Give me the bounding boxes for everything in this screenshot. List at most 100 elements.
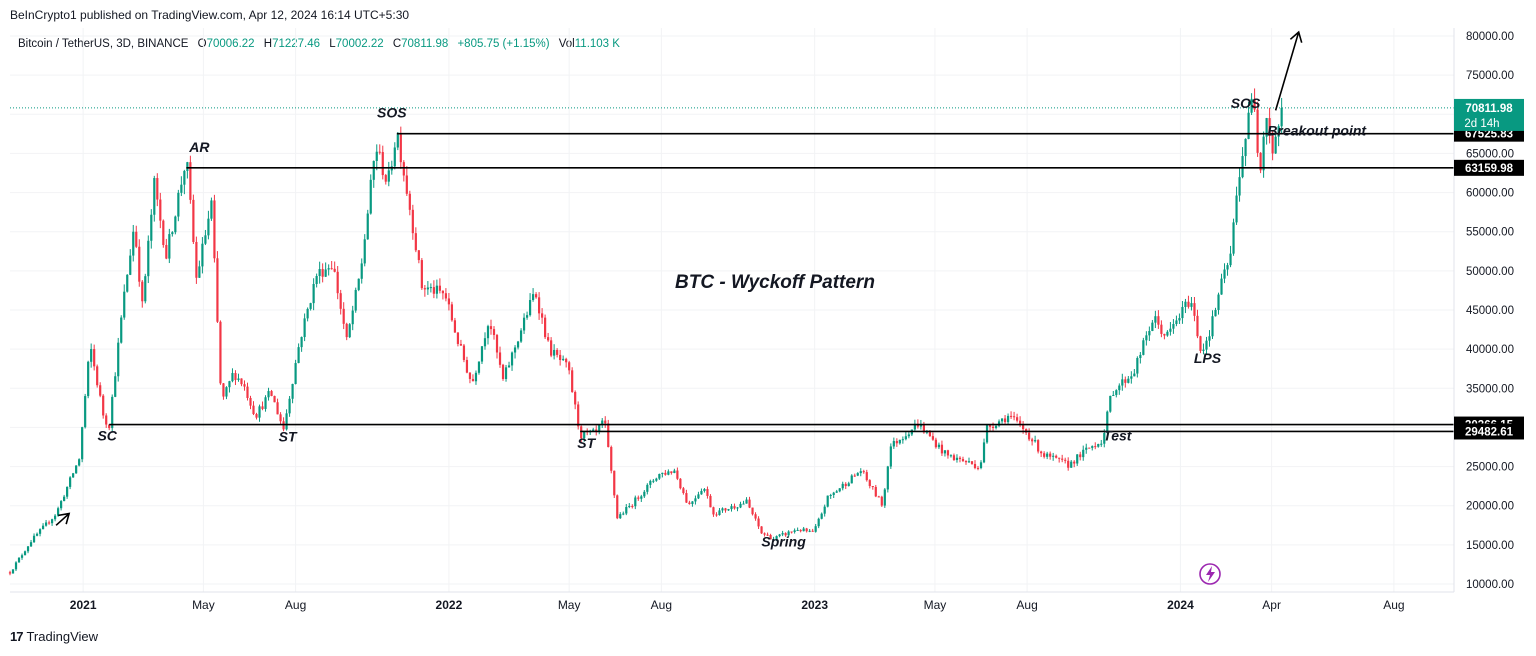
candle-325 bbox=[985, 423, 989, 444]
candle-5 bbox=[23, 550, 27, 556]
candle-115 bbox=[354, 287, 357, 313]
candle-407 bbox=[1232, 218, 1235, 256]
candle-135 bbox=[414, 227, 417, 253]
candle-230 bbox=[700, 488, 703, 495]
candle-419 bbox=[1268, 107, 1271, 144]
candle-186 bbox=[568, 360, 571, 375]
candle-416 bbox=[1259, 152, 1262, 174]
candle-37 bbox=[120, 315, 123, 344]
candle-110 bbox=[339, 289, 342, 315]
candle-2 bbox=[14, 561, 18, 572]
candle-375 bbox=[1136, 356, 1139, 378]
price-tick-6: 50000.00 bbox=[1466, 266, 1514, 278]
candle-257 bbox=[781, 530, 784, 537]
candle-248 bbox=[754, 512, 757, 521]
candle-255 bbox=[775, 535, 778, 541]
tv-brand: TradingView bbox=[26, 629, 99, 644]
symbol-name[interactable]: Bitcoin / TetherUS, 3D, BINANCE bbox=[18, 38, 189, 50]
annotation-sc-0[interactable]: SC bbox=[97, 428, 117, 444]
candle-276 bbox=[838, 488, 841, 493]
candle-100 bbox=[309, 302, 312, 311]
candle-227 bbox=[691, 501, 694, 507]
candle-131 bbox=[402, 160, 405, 182]
candle-241 bbox=[733, 503, 736, 510]
candle-359 bbox=[1088, 447, 1091, 449]
annotations: SC AR ST SOS ST Spring Test LPS SOS Breakout poin… bbox=[97, 95, 1367, 549]
candle-300 bbox=[910, 429, 913, 437]
arrow-1[interactable] bbox=[1274, 30, 1303, 111]
candle-362 bbox=[1097, 443, 1100, 448]
candle-324 bbox=[982, 438, 986, 464]
candle-278 bbox=[844, 482, 847, 490]
annotation-st-2[interactable]: ST bbox=[279, 429, 298, 445]
candle-240 bbox=[730, 503, 733, 512]
candle-277 bbox=[841, 481, 844, 491]
annotation-st-4[interactable]: ST bbox=[577, 435, 596, 451]
candle-112 bbox=[345, 322, 348, 341]
candle-404 bbox=[1223, 263, 1226, 284]
lightning-icon[interactable] bbox=[1199, 563, 1221, 585]
candle-157 bbox=[480, 345, 484, 364]
candle-155 bbox=[474, 370, 478, 385]
candle-169 bbox=[516, 340, 520, 350]
time-tick-3: 2022 bbox=[436, 598, 463, 612]
candle-105 bbox=[324, 262, 327, 278]
candle-89 bbox=[276, 398, 279, 415]
price-tick-0: 80000.00 bbox=[1466, 31, 1514, 43]
candle-243 bbox=[739, 501, 742, 509]
tv-logo-icon: 17 bbox=[10, 629, 24, 644]
annotation-test-6[interactable]: Test bbox=[1103, 428, 1133, 444]
candle-414 bbox=[1253, 88, 1256, 112]
candle-247 bbox=[751, 507, 754, 516]
candle-271 bbox=[823, 504, 826, 517]
candle-238 bbox=[724, 507, 727, 513]
candle-35 bbox=[114, 372, 117, 398]
candle-223 bbox=[679, 478, 682, 490]
candle-341 bbox=[1034, 435, 1037, 443]
candle-281 bbox=[853, 473, 856, 477]
candle-30 bbox=[99, 382, 102, 398]
countdown: 2d 14h bbox=[1464, 118, 1499, 130]
time-axis-ticks: 2021 May Aug 2022 May Aug 2023 May Aug 2024 Apr Aug… bbox=[70, 598, 1405, 612]
candle-222 bbox=[676, 467, 679, 481]
candle-328 bbox=[994, 425, 998, 430]
candle-144 bbox=[441, 290, 444, 300]
candle-79 bbox=[246, 382, 249, 401]
candle-396 bbox=[1199, 335, 1202, 354]
candle-268 bbox=[814, 523, 817, 533]
annotation-sos-3[interactable]: SOS bbox=[377, 104, 407, 120]
candle-159 bbox=[486, 324, 490, 345]
candle-389 bbox=[1178, 313, 1181, 324]
candlesticks bbox=[8, 88, 1283, 576]
annotation-spring-5[interactable]: Spring bbox=[761, 533, 806, 549]
candle-178 bbox=[544, 314, 547, 339]
candle-12 bbox=[44, 519, 48, 527]
candle-92 bbox=[285, 409, 288, 431]
candle-409 bbox=[1238, 168, 1241, 202]
candle-47 bbox=[150, 209, 153, 249]
price-tick-5: 55000.00 bbox=[1466, 227, 1514, 239]
annotation-breakout-point-9[interactable]: Breakout point bbox=[1267, 122, 1367, 138]
candle-66 bbox=[207, 210, 210, 240]
time-tick-10: Apr bbox=[1262, 598, 1281, 612]
time-tick-4: May bbox=[558, 598, 581, 612]
annotation-ar-1[interactable]: AR bbox=[188, 139, 210, 155]
tradingview-logo[interactable]: 17 TradingView bbox=[10, 629, 98, 644]
candle-88 bbox=[273, 395, 276, 403]
candle-3 bbox=[17, 557, 21, 563]
candle-64 bbox=[201, 237, 204, 274]
candle-322 bbox=[976, 465, 980, 471]
candle-335 bbox=[1015, 413, 1019, 423]
candle-196 bbox=[598, 424, 601, 435]
price-tick-11: 25000.00 bbox=[1466, 462, 1514, 474]
trend-arrows bbox=[55, 30, 1303, 526]
arrow-0[interactable] bbox=[55, 512, 71, 526]
ohlc-legend[interactable]: Bitcoin / TetherUS, 3D, BINANCE O70006.2… bbox=[18, 38, 620, 50]
candle-38 bbox=[123, 284, 126, 320]
candle-188 bbox=[574, 390, 577, 410]
candle-111 bbox=[342, 302, 345, 330]
candle-361 bbox=[1094, 442, 1097, 450]
annotation-lps-7[interactable]: LPS bbox=[1194, 350, 1222, 366]
annotation-sos-8[interactable]: SOS bbox=[1231, 95, 1261, 111]
